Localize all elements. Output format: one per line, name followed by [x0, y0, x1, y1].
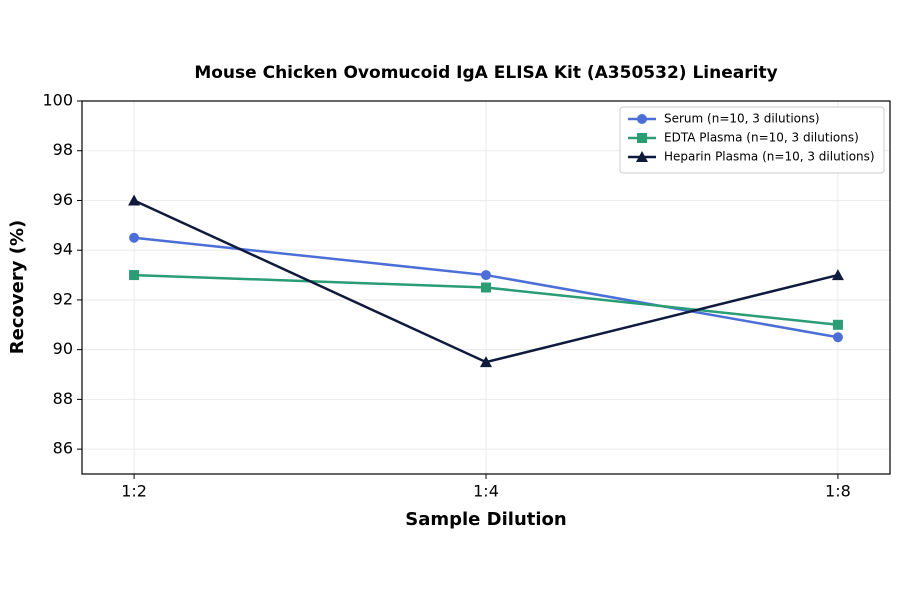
- y-tick-label: 100: [42, 91, 73, 110]
- legend-label: Serum (n=10, 3 dilutions): [664, 112, 820, 126]
- data-point: [129, 232, 140, 243]
- data-point: [481, 270, 491, 281]
- x-tick-label: 1:8: [825, 482, 851, 501]
- legend-marker: [637, 114, 647, 124]
- y-tick-label: 86: [53, 439, 73, 458]
- data-point: [832, 319, 843, 330]
- data-point: [129, 270, 140, 281]
- legend-label: EDTA Plasma (n=10, 3 dilutions): [664, 131, 859, 145]
- data-point: [481, 282, 491, 293]
- x-tick-label: 1:4: [473, 482, 499, 501]
- legend-marker: [637, 133, 647, 143]
- data-point: [480, 356, 492, 368]
- plot-frame: [81, 100, 891, 475]
- y-tick-label: 98: [53, 140, 73, 159]
- y-tick-label: 94: [53, 240, 73, 259]
- y-tick-label: 88: [53, 389, 73, 408]
- legend-marker: [636, 151, 648, 162]
- x-tick-label: 1:2: [121, 482, 147, 501]
- y-tick-label: 92: [53, 289, 73, 308]
- y-tick-label: 90: [53, 339, 73, 358]
- x-axis-label: Sample Dilution: [405, 509, 566, 530]
- chart-title: Mouse Chicken Ovomucoid IgA ELISA Kit (A…: [194, 63, 777, 83]
- y-tick-label: 96: [53, 190, 73, 209]
- y-axis-label: Recovery (%): [7, 220, 28, 354]
- legend-box: [619, 106, 885, 174]
- data-point: [128, 194, 141, 206]
- legend-label: Heparin Plasma (n=10, 3 dilutions): [664, 150, 875, 164]
- data-point: [832, 332, 843, 343]
- data-point: [831, 269, 844, 281]
